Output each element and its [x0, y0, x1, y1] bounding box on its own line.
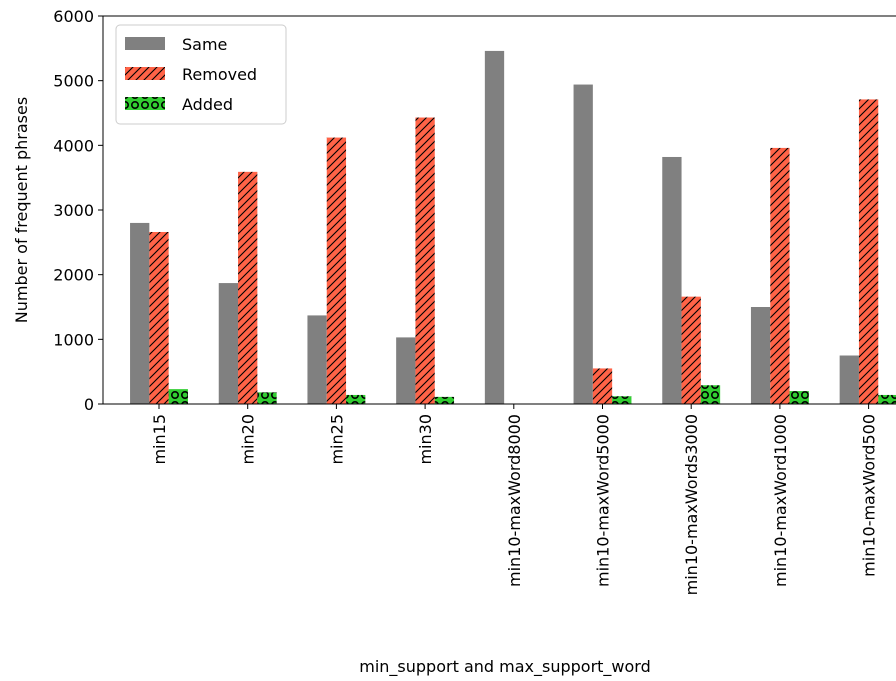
- legend-swatch-same: [125, 37, 165, 50]
- bar-same-min10-maxWord8000: [484, 50, 505, 405]
- y-ticks: 0 1000 2000 3000 4000 5000 6000: [53, 7, 103, 414]
- bar-removed-min20: [238, 171, 258, 404]
- bar-same-min20: [218, 283, 239, 404]
- y-tick-label: 5000: [53, 72, 94, 91]
- x-tick-label: min30: [416, 414, 435, 465]
- bar-same-min10-maxWord1000: [750, 307, 771, 404]
- y-axis-label: Number of frequent phrases: [12, 97, 31, 323]
- bar-removed-min10-maxWord1000: [770, 147, 790, 405]
- bar-added-min30: [434, 396, 455, 404]
- bar-added-min10-maxWord500: [878, 394, 896, 404]
- bar-same-min10-maxWord5000: [573, 84, 593, 405]
- legend-label-same: Same: [182, 35, 227, 54]
- x-tick-label: min20: [239, 414, 258, 465]
- bar-added-min10-maxWord5000: [612, 396, 632, 404]
- bar-added-min25: [346, 394, 366, 404]
- bar-removed-min10-maxWord500: [858, 99, 879, 405]
- plot-area: 0 1000 2000 3000 4000 5000 6000 min15 min20 min2…: [53, 7, 896, 595]
- x-axis-label: min_support and max_support_word: [359, 657, 651, 677]
- bar-same-min10-maxWord500: [839, 355, 859, 404]
- x-ticks: min15 min20 min25 min30 min10-maxWord8000 min…: [150, 404, 879, 595]
- bars-group: [130, 50, 896, 405]
- bar-same-min10-maxWords3000: [662, 156, 682, 404]
- y-tick-label: 0: [84, 395, 94, 414]
- x-tick-label: min15: [150, 414, 169, 465]
- legend-swatch-added: [125, 97, 165, 110]
- y-tick-label: 3000: [53, 201, 94, 220]
- x-tick-label: min25: [327, 414, 346, 465]
- bar-same-min30: [396, 337, 416, 404]
- bar-removed-min10-maxWords3000: [681, 296, 701, 404]
- y-tick-label: 2000: [53, 266, 94, 285]
- x-tick-label: min10-maxWord500: [860, 414, 879, 577]
- legend: Same Removed Added: [115, 24, 287, 125]
- bar-removed-min10-maxWord5000: [592, 368, 613, 404]
- x-tick-label: min10-maxWord5000: [594, 414, 613, 587]
- x-tick-label: min10-maxWord8000: [505, 414, 524, 587]
- x-tick-label: min10-maxWord1000: [771, 414, 790, 587]
- bar-same-min15: [130, 222, 150, 404]
- x-tick-label: min10-maxWords3000: [682, 414, 701, 595]
- bar-added-min10-maxWord1000: [789, 391, 809, 404]
- bar-removed-min30: [415, 117, 435, 404]
- bar-same-min25: [307, 315, 327, 404]
- bar-removed-min25: [326, 137, 347, 404]
- y-tick-label: 1000: [53, 330, 94, 349]
- y-tick-label: 4000: [53, 136, 94, 155]
- legend-label-removed: Removed: [182, 65, 257, 84]
- bar-removed-min15: [149, 231, 169, 404]
- bar-added-min15: [168, 389, 188, 404]
- bar-added-min20: [257, 392, 277, 404]
- legend-swatch-removed: [125, 67, 165, 80]
- y-tick-label: 6000: [53, 7, 94, 26]
- legend-label-added: Added: [182, 95, 233, 114]
- bar-added-min10-maxWords3000: [700, 385, 721, 404]
